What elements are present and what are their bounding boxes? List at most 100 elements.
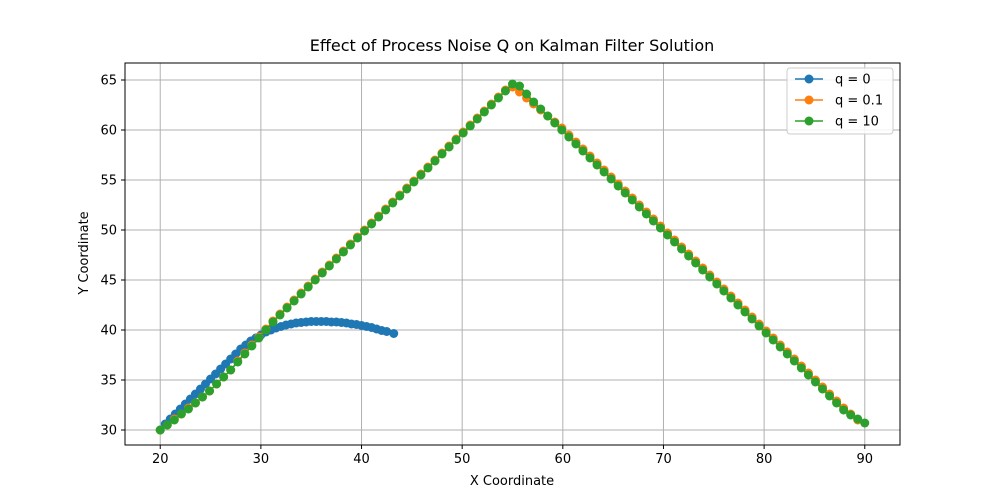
y-tick-label: 55 <box>100 174 117 189</box>
data-point <box>374 212 384 222</box>
data-point <box>416 170 426 180</box>
data-point <box>557 125 567 135</box>
data-point <box>747 314 757 324</box>
data-point <box>705 272 715 282</box>
data-point <box>226 365 236 375</box>
data-point <box>430 156 440 166</box>
data-point <box>684 251 694 261</box>
data-point <box>536 104 546 114</box>
data-point <box>345 240 355 250</box>
data-point <box>338 247 348 257</box>
data-point <box>303 282 313 292</box>
data-point <box>768 335 778 345</box>
x-tick-label: 20 <box>152 452 169 467</box>
data-point <box>240 349 250 359</box>
data-point <box>367 219 377 229</box>
data-point <box>254 333 264 343</box>
data-point <box>522 89 532 99</box>
x-tick-label: 90 <box>856 452 873 467</box>
data-point <box>571 139 581 149</box>
data-point <box>782 349 792 359</box>
data-point <box>155 425 165 435</box>
data-point <box>423 163 433 173</box>
data-point <box>599 167 609 177</box>
data-point <box>212 379 222 389</box>
data-point <box>754 321 764 331</box>
data-point <box>247 341 257 351</box>
data-point <box>268 317 278 327</box>
y-axis-label: Y Coordinate <box>77 211 92 295</box>
data-point <box>592 160 602 170</box>
y-tick-label: 45 <box>100 274 117 289</box>
series-line <box>159 86 859 431</box>
data-point <box>275 310 285 320</box>
x-tick-label: 80 <box>756 452 773 467</box>
data-point <box>550 118 560 128</box>
data-point <box>564 132 574 142</box>
data-point <box>472 114 482 124</box>
data-point <box>317 268 327 278</box>
data-point <box>529 97 539 107</box>
chart-title: Effect of Process Noise Q on Kalman Filt… <box>310 36 715 55</box>
data-point <box>310 275 320 285</box>
data-point <box>698 265 708 275</box>
data-point <box>634 202 644 212</box>
data-point <box>190 398 200 408</box>
data-point <box>620 188 630 198</box>
data-point <box>437 149 447 159</box>
data-point <box>389 329 399 338</box>
data-point <box>176 409 186 419</box>
data-point <box>740 307 750 317</box>
data-point <box>261 325 271 335</box>
x-tick-label: 60 <box>555 452 572 467</box>
legend-item: q = 0 <box>795 73 871 88</box>
legend-marker <box>804 95 814 105</box>
legend-label: q = 10 <box>835 115 879 130</box>
data-point <box>219 372 229 382</box>
data-point <box>585 153 595 163</box>
ticks-layer: 20 30 40 50 60 70 80 90 30 35 40 45 50 55 60 65 <box>100 74 873 468</box>
data-point <box>677 244 687 254</box>
y-tick-label: 65 <box>100 74 117 89</box>
data-point <box>691 258 701 268</box>
data-point <box>388 198 398 208</box>
y-tick-label: 50 <box>100 224 117 239</box>
legend-label: q = 0.1 <box>835 94 883 109</box>
y-tick-label: 60 <box>100 124 117 139</box>
data-point <box>444 142 454 152</box>
data-point <box>360 226 370 236</box>
x-axis-label: X Coordinate <box>470 474 554 489</box>
data-point <box>465 121 475 131</box>
data-point <box>578 146 588 156</box>
x-tick-label: 50 <box>454 452 471 467</box>
data-point <box>627 195 637 205</box>
series-1 <box>155 82 863 435</box>
legend-box <box>786 67 894 135</box>
data-point <box>183 404 193 414</box>
series-2 <box>155 79 870 435</box>
data-point <box>233 357 243 367</box>
data-point <box>515 81 525 91</box>
legend-label: q = 0 <box>835 73 871 88</box>
series-line <box>159 83 866 431</box>
x-tick-label: 30 <box>253 452 270 467</box>
data-point <box>331 254 341 264</box>
plot-frame <box>124 62 901 446</box>
data-point <box>395 191 405 201</box>
data-point <box>670 237 680 247</box>
data-point <box>803 370 813 380</box>
data-point <box>775 342 785 352</box>
data-point <box>860 418 870 428</box>
y-tick-label: 40 <box>100 324 117 339</box>
data-point <box>353 233 362 243</box>
data-point <box>508 79 517 89</box>
data-point <box>543 111 553 121</box>
x-tick-label: 70 <box>655 452 672 467</box>
data-point <box>733 300 743 310</box>
data-point <box>796 363 806 373</box>
legend-marker <box>804 116 814 126</box>
data-point <box>451 135 461 145</box>
data-point <box>169 415 179 425</box>
data-point <box>606 174 616 184</box>
